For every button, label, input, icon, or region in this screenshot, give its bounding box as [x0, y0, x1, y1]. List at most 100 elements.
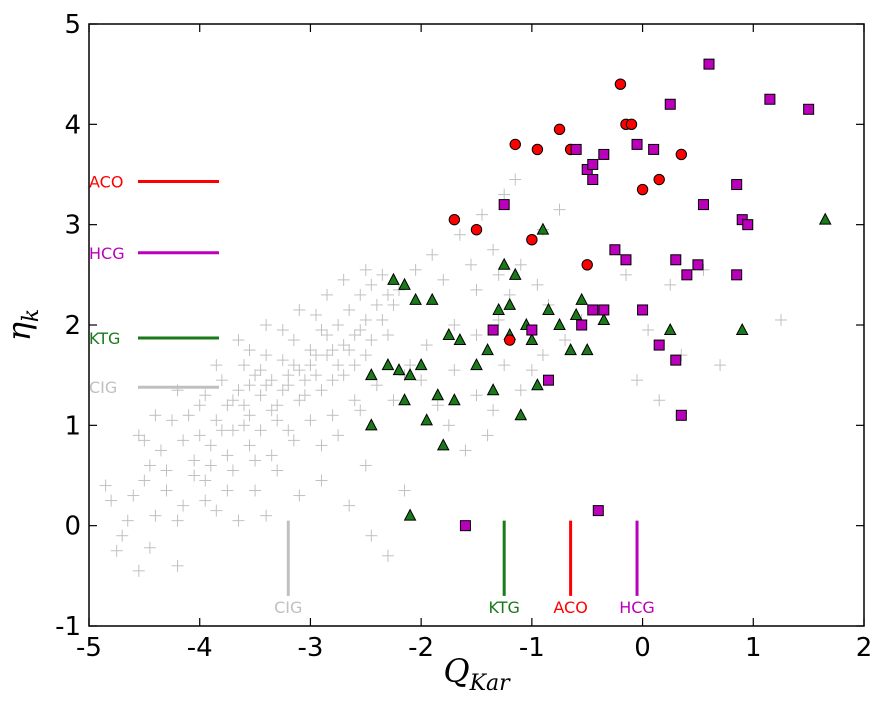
- cig-data-point: [226, 424, 239, 437]
- hcg-data-point: [631, 138, 643, 150]
- cig-data-point: [293, 394, 306, 407]
- cig-data-point: [525, 364, 538, 377]
- cig-data-point: [260, 509, 273, 522]
- cig-data-point: [171, 559, 184, 572]
- cig-data-point: [287, 334, 300, 347]
- cig-data-point: [453, 228, 466, 241]
- cig-data-point: [254, 389, 267, 402]
- cig-data-point: [354, 404, 367, 417]
- cig-data-point: [149, 409, 162, 422]
- hcg-data-point: [576, 319, 588, 331]
- hcg-data-point: [648, 143, 660, 155]
- ktg-data-point: [364, 368, 378, 381]
- cig-data-point: [470, 283, 483, 296]
- cig-data-point: [315, 439, 328, 452]
- x-tick-label: -5: [76, 633, 102, 663]
- hcg-data-point: [620, 254, 632, 266]
- cig-data-point: [326, 374, 339, 387]
- cig-data-point: [337, 273, 350, 286]
- cig-data-point: [304, 414, 317, 427]
- cig-data-point: [132, 564, 145, 577]
- hcg-data-point: [703, 58, 715, 70]
- ktg-data-point: [414, 358, 428, 371]
- cig-data-point: [232, 334, 245, 347]
- cig-data-point: [359, 313, 372, 326]
- cig-data-point: [487, 404, 500, 417]
- x-tick-label: -3: [297, 633, 323, 663]
- cig-data-point: [249, 484, 262, 497]
- cig-data-point: [531, 278, 544, 291]
- hcg-data-point: [592, 505, 604, 517]
- cig-data-point: [448, 364, 461, 377]
- cig-data-point: [653, 394, 666, 407]
- ktg-data-point: [398, 277, 411, 290]
- cig-data-point: [354, 324, 367, 337]
- cig-data-point: [619, 268, 632, 281]
- cig-data-point: [188, 469, 201, 482]
- x-axis-label: QKar: [443, 652, 511, 696]
- cig-data-point: [271, 464, 284, 477]
- cig-data-point: [476, 208, 489, 221]
- cig-data-point: [315, 384, 328, 397]
- cig-data-point: [132, 429, 145, 442]
- aco-data-point: [470, 223, 483, 236]
- cig-data-point: [249, 369, 262, 382]
- cig-data-point: [177, 499, 190, 512]
- cig-data-point: [315, 474, 328, 487]
- hcg-data-point: [731, 179, 743, 191]
- cig-data-point: [774, 313, 787, 326]
- cig-data-point: [492, 313, 505, 326]
- cig-data-point: [381, 549, 394, 562]
- cig-data-point: [254, 364, 267, 377]
- cig-data-point: [199, 389, 212, 402]
- cig-data-point: [276, 354, 289, 367]
- cig-data-point: [154, 444, 167, 457]
- hcg-data-point: [731, 269, 743, 281]
- ktg-data-point: [542, 302, 555, 315]
- cig-data-point: [116, 529, 129, 542]
- y-tick-label: 5: [64, 10, 81, 40]
- hcg-data-point: [598, 148, 610, 160]
- hcg-data-point: [675, 409, 687, 421]
- cig-data-point: [171, 514, 184, 527]
- y-axis-label-sub: k: [19, 309, 44, 322]
- x-tick-label: 2: [856, 633, 873, 663]
- ktg-data-point: [531, 378, 544, 391]
- cig-data-point: [260, 349, 273, 362]
- cig-data-point: [420, 339, 433, 352]
- ktg-data-point: [409, 292, 422, 305]
- cig-data-point: [99, 479, 112, 492]
- cig-data-point: [498, 359, 511, 372]
- cig-data-point: [282, 369, 295, 382]
- cig-data-point: [309, 308, 322, 321]
- ktg-data-point: [425, 292, 439, 305]
- aco-data-point: [553, 123, 566, 136]
- ktg-data-point: [580, 343, 594, 356]
- hcg-data-point: [609, 244, 621, 256]
- cig-data-point: [282, 379, 295, 392]
- cig-data-point: [553, 203, 566, 216]
- cig-data-point: [143, 459, 156, 472]
- ktg-data-point: [553, 317, 566, 330]
- cig-data-point: [193, 399, 206, 412]
- ktg-data-point: [448, 393, 461, 406]
- ktg-data-point: [420, 413, 434, 426]
- cig-x-label: CIG: [274, 598, 302, 617]
- cig-data-point: [376, 313, 389, 326]
- cig-data-point: [321, 288, 334, 301]
- hcg-data-point: [681, 269, 693, 281]
- cig-data-point: [160, 464, 173, 477]
- cig-data-point: [381, 329, 394, 342]
- cig-data-point: [498, 188, 511, 201]
- ktg-data-point: [403, 368, 417, 381]
- hcg-data-point: [570, 143, 582, 155]
- aco-data-point: [531, 143, 544, 156]
- cig-data-point: [271, 399, 284, 412]
- hcg-data-point: [542, 374, 554, 386]
- cig-data-point: [243, 379, 256, 392]
- cig-data-point: [332, 359, 345, 372]
- hcg-data-point: [670, 354, 682, 366]
- cig-data-point: [398, 484, 411, 497]
